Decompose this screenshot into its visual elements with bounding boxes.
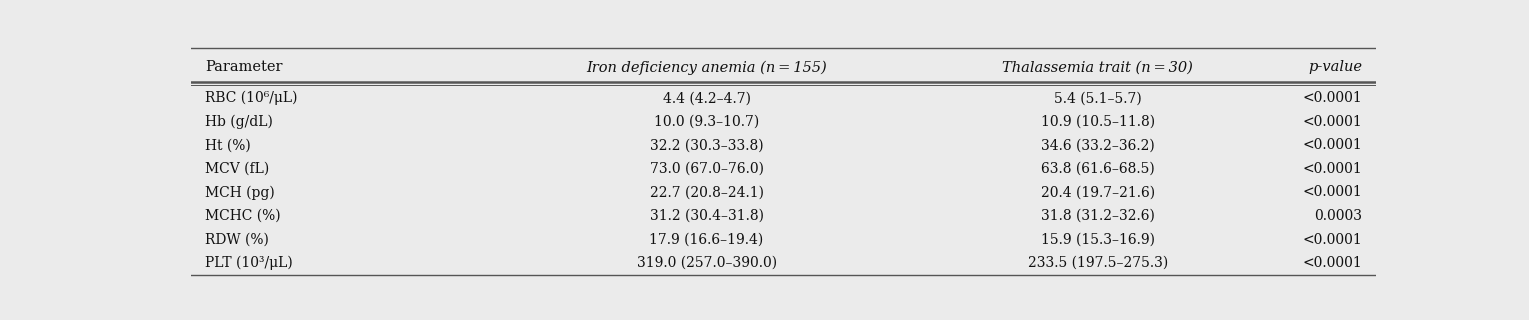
- Text: MCV (fL): MCV (fL): [205, 162, 269, 176]
- Text: 10.9 (10.5–11.8): 10.9 (10.5–11.8): [1041, 115, 1154, 129]
- Text: 17.9 (16.6–19.4): 17.9 (16.6–19.4): [650, 233, 763, 247]
- Text: 319.0 (257.0–390.0): 319.0 (257.0–390.0): [636, 256, 777, 270]
- Text: 233.5 (197.5–275.3): 233.5 (197.5–275.3): [1027, 256, 1168, 270]
- Text: 10.0 (9.3–10.7): 10.0 (9.3–10.7): [654, 115, 760, 129]
- Text: MCHC (%): MCHC (%): [205, 209, 281, 223]
- Text: p-value: p-value: [1307, 60, 1362, 74]
- Text: 4.4 (4.2–4.7): 4.4 (4.2–4.7): [662, 91, 751, 105]
- Text: Iron deficiency anemia (n = 155): Iron deficiency anemia (n = 155): [586, 60, 827, 75]
- Text: 0.0003: 0.0003: [1313, 209, 1362, 223]
- Text: <0.0001: <0.0001: [1303, 186, 1362, 199]
- Text: <0.0001: <0.0001: [1303, 162, 1362, 176]
- Text: Hb (g/dL): Hb (g/dL): [205, 115, 274, 129]
- Text: 31.2 (30.4–31.8): 31.2 (30.4–31.8): [650, 209, 763, 223]
- Text: 15.9 (15.3–16.9): 15.9 (15.3–16.9): [1041, 233, 1154, 247]
- Text: 20.4 (19.7–21.6): 20.4 (19.7–21.6): [1041, 186, 1154, 199]
- Text: RBC (10⁶/μL): RBC (10⁶/μL): [205, 91, 298, 105]
- Text: Ht (%): Ht (%): [205, 138, 251, 152]
- Text: <0.0001: <0.0001: [1303, 138, 1362, 152]
- Text: 31.8 (31.2–32.6): 31.8 (31.2–32.6): [1041, 209, 1154, 223]
- Text: 22.7 (20.8–24.1): 22.7 (20.8–24.1): [650, 186, 763, 199]
- Text: MCH (pg): MCH (pg): [205, 185, 275, 200]
- Text: RDW (%): RDW (%): [205, 233, 269, 247]
- Text: Parameter: Parameter: [205, 60, 283, 74]
- Text: <0.0001: <0.0001: [1303, 256, 1362, 270]
- Text: <0.0001: <0.0001: [1303, 91, 1362, 105]
- Text: <0.0001: <0.0001: [1303, 233, 1362, 247]
- Text: Thalassemia trait (n = 30): Thalassemia trait (n = 30): [1001, 60, 1193, 74]
- Text: 63.8 (61.6–68.5): 63.8 (61.6–68.5): [1041, 162, 1154, 176]
- Text: <0.0001: <0.0001: [1303, 115, 1362, 129]
- Text: 32.2 (30.3–33.8): 32.2 (30.3–33.8): [650, 138, 763, 152]
- Text: PLT (10³/μL): PLT (10³/μL): [205, 256, 294, 270]
- Text: 5.4 (5.1–5.7): 5.4 (5.1–5.7): [1053, 91, 1142, 105]
- Text: 34.6 (33.2–36.2): 34.6 (33.2–36.2): [1041, 138, 1154, 152]
- Text: 73.0 (67.0–76.0): 73.0 (67.0–76.0): [650, 162, 763, 176]
